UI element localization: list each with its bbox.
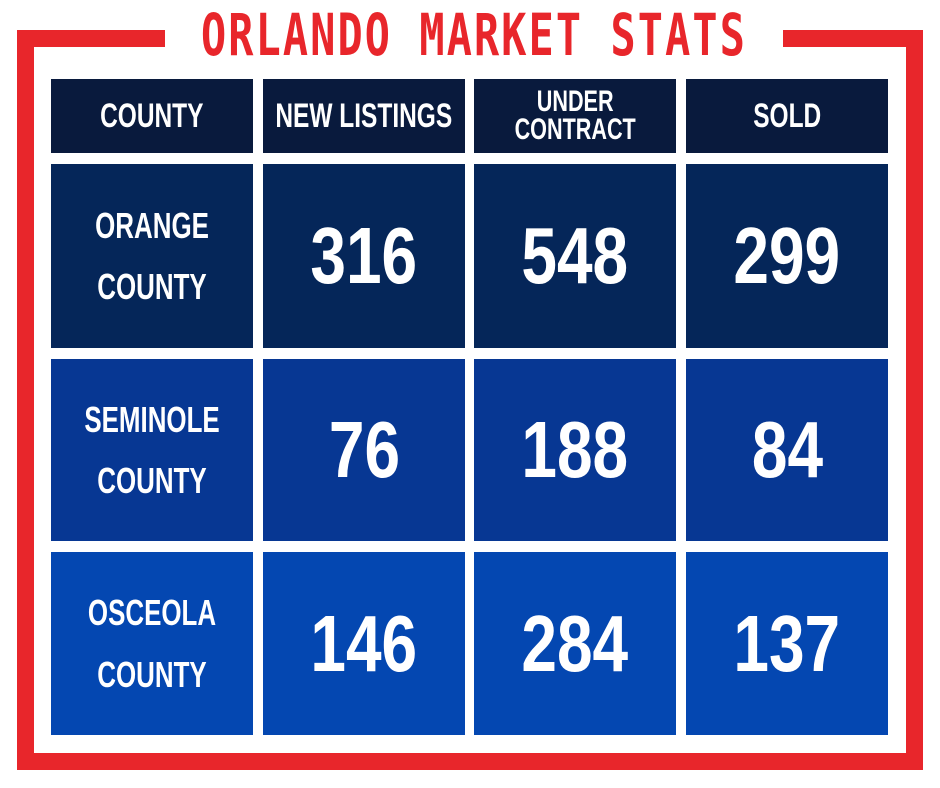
table-cell-sold: 84 [686,359,888,541]
county-name-line1: OSCEOLA [87,592,217,634]
table-cell-under-contract: 284 [474,552,676,735]
page-title: ORLANDO MARKET STATS [200,1,748,69]
value-sold: 84 [751,405,823,494]
table-cell-under-contract: 188 [474,359,676,541]
table-cell-sold: 137 [686,552,888,735]
table-cell-new-listings: 316 [263,164,465,348]
table-row-county: ORANGE COUNTY [51,164,253,348]
table-cell-new-listings: 76 [263,359,465,541]
red-frame-top-left [17,30,165,47]
county-name-line2: COUNTY [97,653,207,695]
value-under-contract: 284 [521,598,629,688]
value-under-contract: 188 [521,405,629,494]
county-name-line1: ORANGE [95,204,209,246]
red-frame [17,30,923,770]
header-under-contract-label: UNDER CONTRACT [491,84,659,146]
header-new-listings: NEW LISTINGS [263,79,465,153]
header-under-contract: UNDER CONTRACT [474,79,676,153]
header-under-contract-line2: CONTRACT [514,113,636,146]
header-under-contract-line1: UNDER [536,84,614,118]
value-new-listings: 146 [310,598,418,688]
value-new-listings: 316 [310,211,418,300]
county-name-line1: SEMINOLE [84,398,220,440]
header-sold-label: SOLD [752,97,821,135]
table-cell-sold: 299 [686,164,888,348]
table-cell-new-listings: 146 [263,552,465,735]
header-county: COUNTY [51,79,253,153]
county-name-line2: COUNTY [97,266,207,307]
red-frame-top-right [783,30,923,47]
county-name: SEMINOLE COUNTY [58,389,246,511]
value-sold: 299 [733,211,841,300]
table-row-county: OSCEOLA COUNTY [51,552,253,735]
header-county-label: COUNTY [100,97,204,135]
county-name-line2: COUNTY [97,460,207,501]
header-sold: SOLD [686,79,888,153]
table-cell-under-contract: 548 [474,164,676,348]
county-name: OSCEOLA COUNTY [63,582,241,704]
county-name: ORANGE COUNTY [73,195,231,317]
header-new-listings-label: NEW LISTINGS [275,97,453,135]
table-row-county: SEMINOLE COUNTY [51,359,253,541]
value-under-contract: 548 [521,211,629,300]
value-sold: 137 [733,598,841,688]
value-new-listings: 76 [328,405,400,494]
